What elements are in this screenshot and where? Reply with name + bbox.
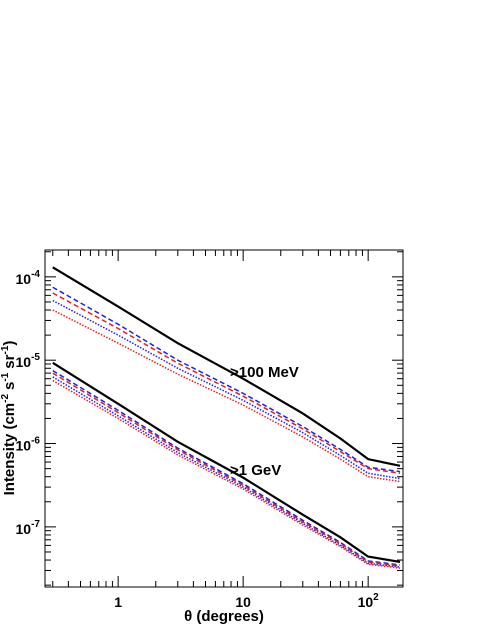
x-tick-label: 10: [235, 594, 251, 610]
y-tick-label: 10-5: [16, 352, 41, 370]
series-line: [52, 376, 401, 568]
tick-label-base: 10: [16, 354, 32, 370]
tick-label-base: 10: [358, 594, 374, 610]
x-tick-label: 102: [358, 592, 380, 610]
series-line: [52, 292, 401, 475]
series-line: [52, 361, 401, 563]
tick-label-exponent: 2: [373, 592, 379, 603]
tick-label-exponent: -7: [31, 519, 40, 530]
tick-label-base: 10: [16, 438, 32, 454]
series-line: [52, 309, 401, 483]
y-axis-title-exponent: -1: [0, 372, 11, 381]
tick-label-exponent: -5: [31, 352, 40, 363]
plot-frame: [44, 249, 404, 588]
y-axis-title-part: sr: [1, 354, 18, 368]
tick-label: 10: [235, 594, 251, 610]
series-line: [52, 266, 401, 467]
y-tick-label: 10-4: [16, 269, 41, 287]
series-line: [52, 369, 401, 566]
annotation: >1 GeV: [230, 462, 281, 479]
tick-label-base: 10: [16, 521, 32, 537]
tick-label-base: 10: [16, 271, 32, 287]
y-axis-title: Intensity (cm-2s-1sr-1): [0, 341, 18, 496]
series-line: [52, 372, 401, 567]
y-axis-title-exponent: -1: [0, 345, 11, 354]
y-axis-title-exponent: -2: [0, 394, 11, 403]
series-line: [52, 299, 401, 480]
tick-label-exponent: -6: [31, 436, 40, 447]
series-line: [52, 286, 401, 473]
annotation: >100 MeV: [230, 364, 299, 381]
y-axis-title-part: s: [1, 382, 18, 390]
x-tick-label: 1: [114, 594, 122, 610]
series-line: [52, 379, 401, 569]
y-tick-label: 10-6: [16, 436, 41, 454]
y-axis-title-part: ): [1, 341, 18, 346]
y-axis-title-part: Intensity (cm: [1, 403, 18, 496]
y-tick-label: 10-7: [16, 519, 41, 537]
tick-label: 1: [114, 594, 122, 610]
tick-label-exponent: -4: [31, 269, 40, 280]
x-axis-title: θ (degrees): [184, 608, 264, 625]
